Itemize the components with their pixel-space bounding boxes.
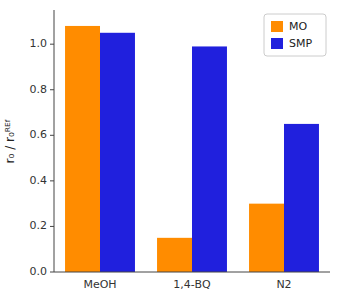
bar [284, 124, 319, 272]
bars [65, 26, 319, 272]
x-tick-label: 1,4-BQ [173, 278, 211, 291]
legend-swatch [271, 21, 283, 32]
x-axis-line [54, 272, 330, 273]
x-axis: MeOH 1,4-BQ N2 [83, 278, 291, 291]
y-tick [50, 44, 54, 45]
bar [65, 26, 100, 272]
x-tick-label: N2 [276, 278, 291, 291]
y-tick [50, 272, 54, 273]
y-tick-label: 0.8 [30, 83, 48, 96]
y-tick [50, 226, 54, 227]
y-axis-label: r₀ / r₀ᴿᴱᶠ [3, 119, 17, 164]
x-tick-label: MeOH [83, 278, 116, 291]
legend: MO SMP [264, 14, 326, 56]
y-tick-label: 0.6 [30, 128, 48, 141]
legend-label: MO [289, 20, 307, 33]
y-tick-label: 0.0 [30, 265, 48, 278]
y-axis-line [54, 10, 55, 272]
legend-box [264, 14, 326, 56]
legend-swatch [271, 38, 283, 49]
chart: 0.0 0.2 0.4 0.6 0.8 1.0 MeOH 1,4-BQ N2 r₀ / r₀ᴿᴱᶠ… [0, 0, 340, 302]
y-tick-label: 0.4 [30, 174, 48, 187]
y-tick-label: 0.2 [30, 219, 48, 232]
chart-container: 0.0 0.2 0.4 0.6 0.8 1.0 MeOH 1,4-BQ N2 r₀ / r₀ᴿᴱᶠ… [0, 0, 340, 302]
y-tick [50, 135, 54, 136]
y-tick-label: 1.0 [30, 37, 48, 50]
y-tick [50, 180, 54, 181]
bar [100, 33, 135, 272]
bar [192, 46, 227, 272]
legend-label: SMP [289, 37, 312, 50]
y-axis: 0.0 0.2 0.4 0.6 0.8 1.0 [30, 37, 55, 278]
bar [157, 238, 192, 272]
bar [249, 204, 284, 272]
y-tick [50, 89, 54, 90]
